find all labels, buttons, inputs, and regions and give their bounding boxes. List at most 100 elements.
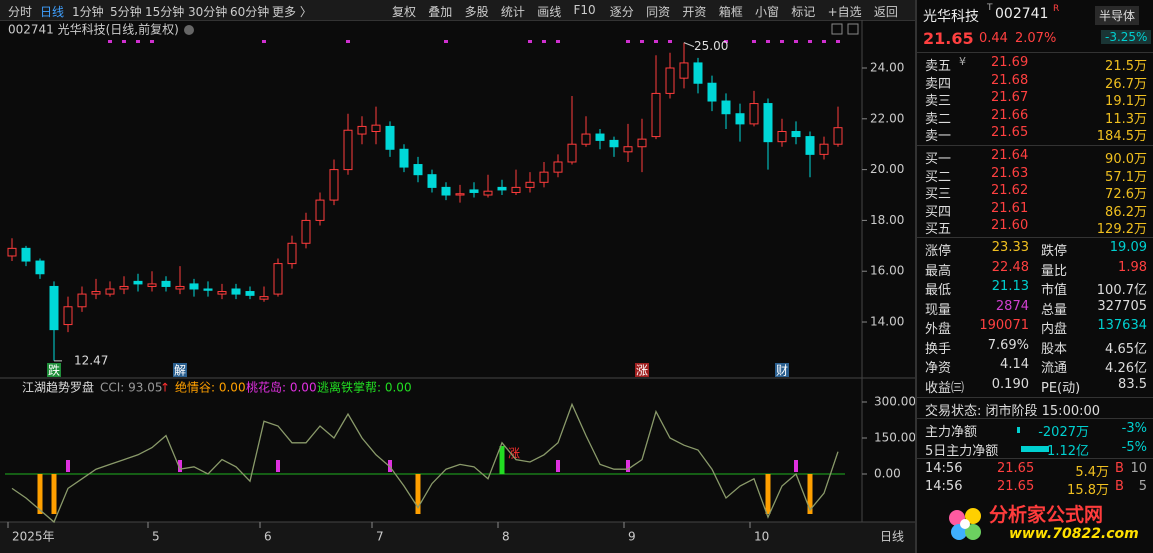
flow-label: 主力净额 — [925, 425, 978, 440]
y-tick-label: 16.00 — [870, 264, 904, 278]
stat-value: 4.26亿 — [1105, 361, 1147, 376]
book-price: 21.68 — [991, 72, 1029, 88]
signal-dot — [780, 40, 784, 43]
signal-bar — [66, 460, 70, 472]
candle-body — [259, 296, 269, 300]
candle-body — [763, 103, 773, 143]
signal-dot — [136, 40, 140, 43]
tool-button[interactable]: 多股 — [464, 5, 489, 19]
event-badge — [635, 363, 649, 377]
window-icon[interactable] — [847, 23, 859, 35]
stat-label: 现量 — [925, 302, 952, 318]
candle-body — [413, 164, 423, 176]
sep — [917, 237, 1153, 238]
sector-change: -3.25% — [1101, 30, 1152, 44]
candle-body — [357, 125, 367, 135]
tick-count: 5 — [1138, 479, 1147, 494]
tool-button[interactable]: 标记 — [791, 5, 816, 19]
chart-area: 002741 光华科技(日线,前复权) 江湖趋势罗盘 CCI: 93.05 ↑ … — [0, 20, 915, 553]
flag: R — [1053, 4, 1060, 14]
signal-dot — [262, 40, 266, 43]
title-icon[interactable] — [184, 25, 194, 35]
event-text: 涨 — [636, 363, 648, 378]
month-label: 5 — [152, 530, 160, 544]
period-label: 日线 — [880, 530, 904, 544]
stat-value: 7.69% — [987, 337, 1029, 353]
book-price: 21.65 — [991, 125, 1029, 141]
tool-button[interactable]: 逐分 — [609, 5, 634, 19]
book-label: 买二 — [925, 169, 952, 185]
stock-code: 002741 — [995, 6, 1049, 22]
flow-pct: -3% — [1121, 421, 1147, 436]
stat-label: 股本 — [1041, 341, 1068, 357]
book-price: 21.69 — [991, 55, 1029, 70]
period-tab[interactable]: 60分钟 — [230, 5, 270, 19]
candle-body — [63, 306, 73, 326]
book-label: 买五 — [925, 222, 952, 238]
flow-pct: -5% — [1121, 440, 1147, 455]
signal-dot — [542, 40, 546, 43]
candle-body — [301, 219, 311, 244]
tool-button[interactable]: 统计 — [500, 5, 525, 19]
signal-dot — [150, 40, 154, 43]
period-tab[interactable]: 更多 〉 — [272, 5, 312, 19]
signal-dot — [822, 40, 826, 43]
tool-button[interactable]: 箱框 — [718, 5, 743, 19]
arrow — [683, 42, 695, 48]
candle-body — [679, 62, 689, 79]
stat-label: 总量 — [1041, 302, 1068, 318]
stat-label: 外盘 — [925, 322, 952, 337]
book-volume: 26.7万 — [1105, 76, 1147, 92]
period-tab[interactable]: 30分钟 — [188, 5, 228, 19]
low-label: 12.47 — [74, 353, 108, 367]
candle-body — [581, 133, 591, 145]
signal-dot — [108, 40, 112, 43]
tool-button[interactable]: 同资 — [646, 5, 671, 19]
stat-label: 涨停 — [925, 244, 952, 259]
candle-body — [497, 186, 507, 191]
high-label: 25.00 — [694, 39, 728, 53]
tool-button[interactable]: 小窗 — [755, 5, 780, 19]
window-icon[interactable] — [831, 23, 843, 35]
tool-button[interactable]: 返回 — [873, 5, 898, 19]
book-price: 21.66 — [991, 107, 1029, 123]
y-tick-label: 22.00 — [870, 111, 904, 125]
candle-body — [203, 288, 213, 291]
candle-body — [525, 181, 535, 188]
tool-button[interactable]: +自选 — [827, 5, 862, 19]
signal-dot — [808, 40, 812, 43]
period-tab[interactable]: 分时 — [8, 5, 33, 19]
trade-status: 交易状态: 闭市阶段 15:00:00 — [925, 404, 1101, 419]
candle-body — [35, 260, 45, 275]
candle-body — [833, 127, 843, 145]
period-tab[interactable]: 日线 — [40, 5, 65, 19]
tool-button[interactable]: 叠加 — [428, 5, 453, 19]
tick-volume: 5.4万 — [1075, 465, 1109, 480]
stat-value: 2874 — [995, 298, 1029, 314]
sector-button[interactable]: 半导体 — [1095, 6, 1140, 25]
period-tab[interactable]: 15分钟 — [145, 5, 185, 19]
candle-body — [609, 139, 619, 148]
candle-body — [217, 291, 227, 295]
book-volume: 90.0万 — [1105, 152, 1147, 167]
tool-button[interactable]: F10 — [573, 3, 596, 17]
book-volume: 11.3万 — [1105, 111, 1147, 127]
period-tab[interactable]: 5分钟 — [110, 5, 142, 19]
tool-button[interactable]: 复权 — [392, 5, 417, 19]
candle-body — [567, 143, 577, 163]
sep — [917, 458, 1153, 459]
candle-body — [707, 82, 717, 102]
candle-body — [7, 247, 17, 257]
period-tab[interactable]: 1分钟 — [72, 5, 104, 19]
book-label: 卖一 — [925, 129, 952, 145]
stat-value: 19.09 — [1109, 240, 1147, 255]
flow-bar — [1021, 446, 1049, 452]
tool-button[interactable]: 画线 — [537, 5, 562, 19]
book-price: 21.64 — [991, 148, 1029, 163]
book-volume: 184.5万 — [1096, 129, 1147, 145]
tool-button[interactable]: 开资 — [682, 5, 707, 19]
y-tick-label: 300.00 — [874, 395, 915, 409]
stat-label: PE(动) — [1041, 380, 1081, 396]
month-label: 7 — [376, 530, 384, 544]
signal-dot — [528, 40, 532, 43]
